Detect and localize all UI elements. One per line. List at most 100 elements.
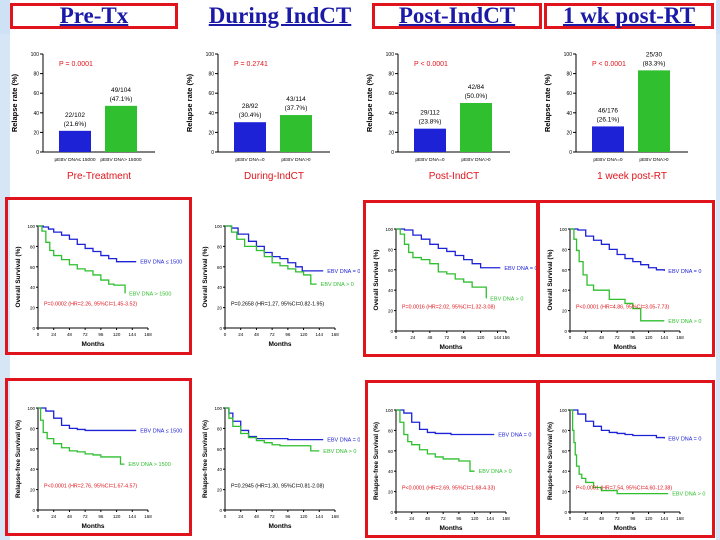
y-tick-label: 60 bbox=[208, 91, 214, 97]
y-tick-label: 40 bbox=[388, 288, 394, 293]
series-legend-label: EBV DNA > 1500 bbox=[129, 291, 171, 297]
survival-curve-blue bbox=[225, 407, 324, 441]
y-tick-label: 40 bbox=[217, 467, 223, 472]
survival-curve-blue bbox=[225, 225, 324, 272]
y-tick-label: 100 bbox=[385, 227, 393, 232]
km-os-during-indct: 0 20 40 60 80 100 0 24 48 72 96 120 144 168 Months Over… bbox=[202, 224, 360, 348]
y-tick-label: 40 bbox=[566, 111, 572, 117]
x-tick-label: 144 bbox=[661, 335, 669, 340]
x-tick-label: 24 bbox=[410, 335, 416, 340]
header-pre-tx: Pre-Tx bbox=[10, 3, 178, 29]
y-tick-label: 80 bbox=[566, 72, 572, 78]
x-tick-label: 24 bbox=[583, 516, 589, 521]
x-tick-label: 168 bbox=[676, 516, 684, 521]
category-label: pEBV DNA=0 bbox=[235, 157, 265, 163]
x-tick-label: 168 bbox=[331, 514, 339, 519]
series-legend-label: EBV DNA = 0 bbox=[498, 432, 531, 438]
x-tick-label: 48 bbox=[254, 332, 260, 337]
x-tick-label: 0 bbox=[569, 516, 572, 521]
stat-annotation: P<0.0001 (HR=2.69, 95%CI=1.68-4.33) bbox=[402, 486, 495, 492]
y-tick-label: 0 bbox=[390, 510, 393, 515]
category-label: pEBV DNA=0 bbox=[593, 157, 623, 163]
bar bbox=[234, 122, 266, 152]
bar-percent-label: (83.3%) bbox=[643, 60, 666, 67]
y-tick-label: 20 bbox=[30, 306, 36, 311]
series-legend-label: EBV DNA > 0 bbox=[479, 469, 512, 475]
y-tick-label: 60 bbox=[388, 449, 394, 454]
x-tick-label: 48 bbox=[254, 514, 260, 519]
y-tick-label: 20 bbox=[33, 130, 39, 136]
chart-title: During-IndCT bbox=[244, 171, 304, 182]
bar bbox=[105, 105, 137, 152]
y-tick-label: 20 bbox=[217, 306, 223, 311]
y-axis-label: Overall Survival (%) bbox=[15, 246, 22, 307]
series-legend-label: EBV DNA ≤ 1500 bbox=[140, 260, 182, 266]
survival-curve-green bbox=[225, 407, 320, 452]
p-value: P < 0.0001 bbox=[414, 61, 448, 68]
x-tick-label: 48 bbox=[599, 335, 605, 340]
km-rfs-post-indct: 0 20 40 60 80 100 0 24 48 72 96 120 144 168 Months Rela… bbox=[373, 408, 531, 532]
bar-percent-label: (30.4%) bbox=[239, 112, 262, 119]
x-tick-label: 168 bbox=[676, 335, 684, 340]
x-tick-label: 168 bbox=[144, 514, 152, 519]
survival-curve-green bbox=[396, 228, 487, 299]
x-tick-label: 96 bbox=[630, 516, 636, 521]
y-tick-label: 20 bbox=[562, 490, 568, 495]
y-tick-label: 80 bbox=[388, 428, 394, 433]
y-tick-label: 100 bbox=[385, 408, 393, 413]
x-tick-label: 72 bbox=[270, 332, 276, 337]
km-rfs-during-indct: 0 20 40 60 80 100 0 24 48 72 96 120 144 168 Months Rela… bbox=[202, 406, 360, 530]
x-tick-label: 72 bbox=[270, 514, 276, 519]
y-tick-label: 20 bbox=[388, 309, 394, 314]
y-tick-label: 0 bbox=[211, 150, 214, 156]
y-tick-label: 60 bbox=[566, 91, 572, 97]
highlight-frame-os-post bbox=[363, 200, 539, 357]
x-tick-label: 120 bbox=[300, 514, 308, 519]
survival-curve-blue bbox=[38, 225, 137, 263]
x-tick-label: 72 bbox=[444, 335, 450, 340]
bar-count-label: 28/92 bbox=[242, 103, 259, 110]
stat-annotation: P<0.0001 (HR=7.54, 95%CI=4.60-12.38) bbox=[576, 486, 672, 492]
p-value: P = 0.0001 bbox=[59, 61, 93, 68]
y-tick-label: 0 bbox=[564, 510, 567, 515]
category-label: pEBV DNA>0 bbox=[281, 157, 311, 163]
y-tick-label: 0 bbox=[32, 326, 35, 331]
y-tick-label: 60 bbox=[388, 268, 394, 273]
km-os-1wk-post-rt: 0 20 40 60 80 100 0 24 48 72 96 120 144 168 Months Over… bbox=[547, 227, 701, 351]
x-axis-label: Months bbox=[81, 341, 104, 348]
survival-curve-blue bbox=[570, 228, 665, 271]
stat-annotation: P=0.0016 (HR=2.02, 95%CI=1.32-3.08) bbox=[402, 305, 495, 311]
survival-curve-blue bbox=[396, 228, 501, 269]
x-tick-label: 0 bbox=[224, 514, 227, 519]
p-value: P = 0.2741 bbox=[234, 61, 268, 68]
x-tick-label: 0 bbox=[395, 335, 398, 340]
highlight-frame-rfs-post bbox=[365, 380, 539, 538]
bar-percent-label: (21.6%) bbox=[64, 121, 87, 128]
survival-curve-green bbox=[396, 409, 475, 472]
x-tick-label: 156 bbox=[502, 335, 510, 340]
survival-curve-blue bbox=[570, 409, 665, 439]
y-tick-label: 0 bbox=[219, 326, 222, 331]
stat-annotation: P<0.0001 (HR=2.76, 95%CI=1.67-4.57) bbox=[44, 484, 137, 490]
x-tick-label: 0 bbox=[569, 335, 572, 340]
y-tick-label: 100 bbox=[559, 227, 567, 232]
x-tick-label: 72 bbox=[441, 516, 447, 521]
header-1wk-post-rt: 1 wk post-RT bbox=[544, 3, 714, 29]
y-tick-label: 60 bbox=[30, 265, 36, 270]
y-tick-label: 80 bbox=[217, 426, 223, 431]
y-axis-label: Relapse rate (%) bbox=[365, 73, 374, 132]
x-tick-label: 48 bbox=[67, 332, 73, 337]
x-tick-label: 48 bbox=[425, 516, 431, 521]
y-axis-label: Relapse-free Survival (%) bbox=[202, 420, 209, 498]
bar-count-label: 25/30 bbox=[646, 51, 663, 58]
bar bbox=[592, 126, 624, 152]
x-tick-label: 120 bbox=[113, 514, 121, 519]
survival-curve-green bbox=[570, 409, 669, 495]
bar bbox=[460, 103, 492, 152]
x-tick-label: 144 bbox=[316, 332, 324, 337]
y-tick-label: 80 bbox=[30, 244, 36, 249]
chart-title: Post-IndCT bbox=[429, 171, 480, 182]
stat-annotation: P=0.0002 (HR=2.26, 95%CI=1.45-3.52) bbox=[44, 302, 137, 308]
x-tick-label: 24 bbox=[238, 332, 244, 337]
y-tick-label: 60 bbox=[388, 91, 394, 97]
